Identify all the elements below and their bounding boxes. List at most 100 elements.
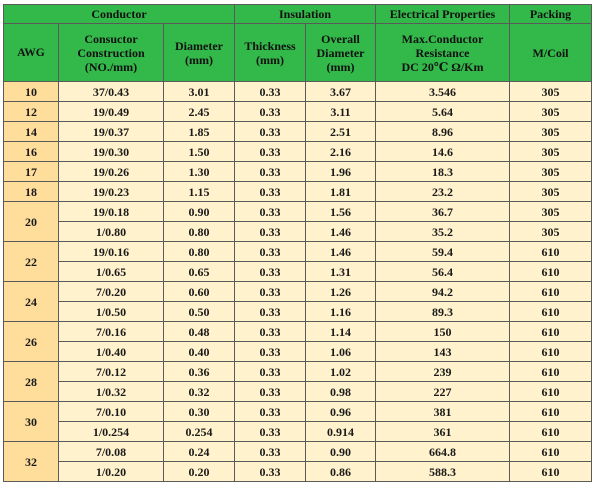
table-row: 1/0.32 0.32 0.33 0.98 227 610 bbox=[4, 381, 592, 402]
packing-cell: 305 bbox=[509, 141, 592, 162]
packing-cell: 305 bbox=[509, 161, 592, 182]
thickness-cell: 0.33 bbox=[234, 181, 306, 202]
construction-cell: 7/0.12 bbox=[58, 361, 164, 382]
header-diameter: Diameter (mm) bbox=[163, 23, 235, 82]
resistance-cell: 8.96 bbox=[375, 121, 510, 142]
overall-cell: 0.96 bbox=[305, 401, 376, 422]
awg-cell: 20 bbox=[3, 201, 59, 242]
diameter-cell: 1.15 bbox=[163, 181, 235, 202]
thickness-cell: 0.33 bbox=[234, 261, 306, 282]
overall-cell: 1.06 bbox=[305, 341, 376, 362]
awg-cell: 32 bbox=[3, 441, 59, 482]
packing-cell: 305 bbox=[509, 201, 592, 222]
resistance-cell: 381 bbox=[375, 401, 510, 422]
packing-cell: 610 bbox=[509, 361, 592, 382]
resistance-cell: 18.3 bbox=[375, 161, 510, 182]
thickness-cell: 0.33 bbox=[234, 321, 306, 342]
resistance-cell: 94.2 bbox=[375, 281, 510, 302]
diameter-cell: 2.45 bbox=[163, 101, 235, 122]
overall-cell: 0.90 bbox=[305, 441, 376, 462]
diameter-cell: 0.36 bbox=[163, 361, 235, 382]
thickness-cell: 0.33 bbox=[234, 121, 306, 142]
diameter-cell: 1.30 bbox=[163, 161, 235, 182]
construction-cell: 19/0.49 bbox=[58, 101, 164, 122]
resistance-cell: 89.3 bbox=[375, 301, 510, 322]
construction-cell: 19/0.18 bbox=[58, 201, 164, 222]
awg-cell: 22 bbox=[3, 241, 59, 282]
header-thickness: Thickness (mm) bbox=[234, 23, 306, 82]
diameter-cell: 0.32 bbox=[163, 381, 235, 402]
packing-cell: 610 bbox=[509, 461, 592, 482]
resistance-cell: 14.6 bbox=[375, 141, 510, 162]
header-resistance-line2: Resistance bbox=[415, 45, 470, 60]
table-row: 26 7/0.16 0.48 0.33 1.14 150 610 bbox=[3, 321, 592, 362]
resistance-cell: 150 bbox=[375, 321, 510, 342]
header-overall-line3: (mm) bbox=[326, 59, 355, 74]
header-overall-line2: Diameter bbox=[316, 45, 365, 60]
awg-cell: 17 bbox=[3, 161, 59, 182]
construction-cell: 1/0.40 bbox=[58, 341, 164, 362]
wire-spec-table: Conductor Insulation Electrical Properti… bbox=[3, 4, 592, 482]
overall-cell: 2.16 bbox=[305, 141, 376, 162]
awg-cell: 28 bbox=[3, 361, 59, 402]
overall-cell: 1.16 bbox=[305, 301, 376, 322]
overall-cell: 0.98 bbox=[305, 381, 376, 402]
construction-cell: 1/0.80 bbox=[58, 221, 164, 242]
thickness-cell: 0.33 bbox=[234, 441, 306, 462]
packing-cell: 305 bbox=[509, 81, 592, 102]
thickness-cell: 0.33 bbox=[234, 301, 306, 322]
overall-cell: 0.86 bbox=[305, 461, 376, 482]
header-group-insulation: Insulation bbox=[234, 4, 376, 24]
table-row: 1/0.254 0.254 0.33 0.914 361 610 bbox=[4, 421, 592, 442]
packing-cell: 610 bbox=[509, 321, 592, 342]
thickness-cell: 0.33 bbox=[234, 101, 306, 122]
overall-cell: 1.26 bbox=[305, 281, 376, 302]
table-row: 20 19/0.18 0.90 0.33 1.56 36.7 305 bbox=[3, 201, 592, 242]
thickness-cell: 0.33 bbox=[234, 81, 306, 102]
packing-cell: 610 bbox=[509, 261, 592, 282]
construction-cell: 7/0.20 bbox=[58, 281, 164, 302]
header-construction-line3: (NO./mm) bbox=[84, 59, 138, 74]
table-row: 16 19/0.30 1.50 0.33 2.16 14.6 305 bbox=[3, 141, 592, 162]
header-overall-line1: Overall bbox=[321, 31, 360, 46]
awg-cell: 14 bbox=[3, 121, 59, 142]
overall-cell: 1.56 bbox=[305, 201, 376, 222]
construction-cell: 19/0.23 bbox=[58, 181, 164, 202]
overall-cell: 1.96 bbox=[305, 161, 376, 182]
table-row: 14 19/0.37 1.85 0.33 2.51 8.96 305 bbox=[3, 121, 592, 142]
resistance-cell: 143 bbox=[375, 341, 510, 362]
construction-cell: 1/0.50 bbox=[58, 301, 164, 322]
packing-cell: 610 bbox=[509, 441, 592, 462]
thickness-cell: 0.33 bbox=[234, 241, 306, 262]
thickness-cell: 0.33 bbox=[234, 221, 306, 242]
overall-cell: 1.46 bbox=[305, 241, 376, 262]
construction-cell: 37/0.43 bbox=[58, 81, 164, 102]
diameter-cell: 0.30 bbox=[163, 401, 235, 422]
overall-cell: 0.914 bbox=[305, 421, 376, 442]
spec-table-body: 10 37/0.43 3.01 0.33 3.67 3.546 305 12 19/0.49 2.… bbox=[3, 81, 592, 482]
thickness-cell: 0.33 bbox=[234, 161, 306, 182]
header-construction-line1: Consuctor bbox=[84, 31, 138, 46]
header-resistance-line1: Max.Conductor bbox=[401, 31, 484, 46]
diameter-cell: 0.48 bbox=[163, 321, 235, 342]
packing-cell: 610 bbox=[509, 281, 592, 302]
diameter-cell: 0.65 bbox=[163, 261, 235, 282]
header-diameter-line2: (mm) bbox=[185, 52, 213, 67]
construction-cell: 7/0.16 bbox=[58, 321, 164, 342]
resistance-cell: 59.4 bbox=[375, 241, 510, 262]
resistance-cell: 227 bbox=[375, 381, 510, 402]
diameter-cell: 0.80 bbox=[163, 241, 235, 262]
packing-cell: 610 bbox=[509, 401, 592, 422]
table-row: 12 19/0.49 2.45 0.33 3.11 5.64 305 bbox=[3, 101, 592, 122]
packing-cell: 305 bbox=[509, 101, 592, 122]
thickness-cell: 0.33 bbox=[234, 281, 306, 302]
header-resistance-line3: DC 20℃ Ω/Km bbox=[401, 59, 484, 74]
construction-cell: 1/0.65 bbox=[58, 261, 164, 282]
thickness-cell: 0.33 bbox=[234, 401, 306, 422]
overall-cell: 1.81 bbox=[305, 181, 376, 202]
awg-cell: 26 bbox=[3, 321, 59, 362]
table-row: 10 37/0.43 3.01 0.33 3.67 3.546 305 bbox=[3, 81, 592, 102]
awg-cell: 18 bbox=[3, 181, 59, 202]
table-row: 18 19/0.23 1.15 0.33 1.81 23.2 305 bbox=[3, 181, 592, 202]
overall-cell: 1.02 bbox=[305, 361, 376, 382]
